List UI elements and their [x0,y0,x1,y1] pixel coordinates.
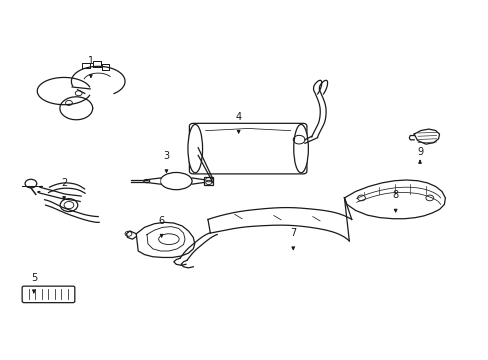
Text: 4: 4 [235,112,241,122]
Ellipse shape [143,180,149,183]
Text: 1: 1 [88,56,94,66]
Text: 2: 2 [61,178,67,188]
Ellipse shape [160,172,192,190]
Polygon shape [344,180,445,219]
Text: 9: 9 [416,147,422,157]
Polygon shape [413,129,439,144]
Text: 7: 7 [289,228,296,238]
Polygon shape [136,222,194,257]
Text: 8: 8 [392,190,398,201]
Text: 3: 3 [163,151,169,161]
Polygon shape [204,177,213,185]
Text: 5: 5 [31,273,37,283]
Ellipse shape [293,125,308,173]
Circle shape [60,199,78,212]
Text: 6: 6 [158,216,164,226]
Polygon shape [148,179,160,184]
FancyBboxPatch shape [22,286,75,303]
FancyBboxPatch shape [189,123,306,174]
Ellipse shape [187,125,202,173]
